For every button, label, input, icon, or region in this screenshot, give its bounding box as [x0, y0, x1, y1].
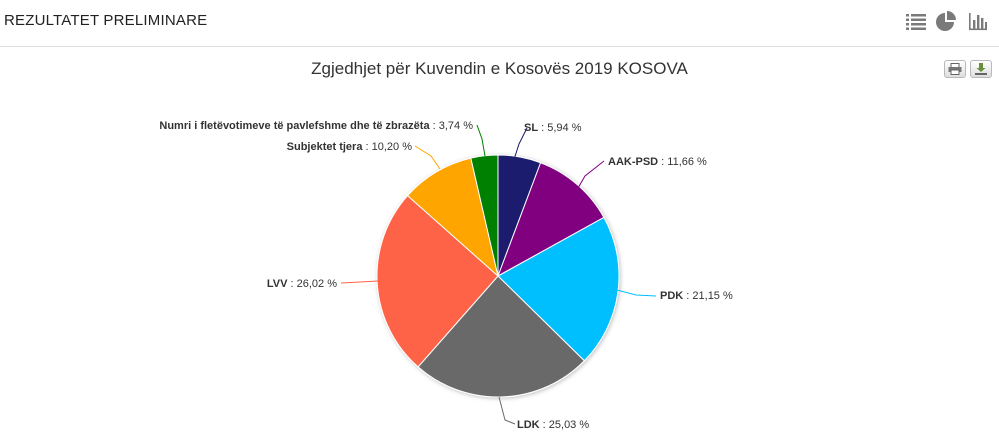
- pie-view-icon[interactable]: [935, 10, 957, 32]
- chart-title: Zgjedhjet për Kuvendin e Kosovës 2019 KO…: [311, 59, 688, 78]
- pie-slices: [376, 154, 620, 398]
- connector-line-0: [509, 127, 528, 173]
- data-label-6: Numri i fletëvotimeve të pavlefshme dhe …: [159, 120, 473, 132]
- connector-line-2: [616, 289, 657, 297]
- pie-slice-2[interactable]: [497, 216, 620, 362]
- connector-line-4: [340, 280, 379, 284]
- data-label-2: PDK : 21,15 %: [660, 290, 733, 302]
- connector-line-1: [570, 160, 605, 201]
- page-title: REZULTATET PRELIMINARE: [4, 12, 208, 29]
- download-button[interactable]: [970, 60, 992, 78]
- pie-slice-5[interactable]: [406, 157, 499, 278]
- connector-line-6: [476, 124, 486, 157]
- data-label-4: LVV : 26,02 %: [267, 278, 337, 290]
- list-view-icon[interactable]: [905, 10, 927, 32]
- data-label-5: Subjektet tjera : 10,20 %: [287, 141, 413, 153]
- bar-view-icon[interactable]: [967, 10, 989, 32]
- pie-slice-4[interactable]: [376, 194, 499, 368]
- data-label-3: LDK : 25,03 %: [517, 419, 589, 431]
- data-label-0: SL : 5,94 %: [524, 122, 582, 134]
- download-icon: [975, 63, 987, 75]
- pie-slice-1[interactable]: [497, 162, 605, 278]
- connector-line-3: [498, 396, 516, 425]
- pie-slice-3[interactable]: [417, 275, 586, 398]
- print-icon: [948, 63, 962, 75]
- connector-line-5: [414, 145, 441, 170]
- pie-slice-6[interactable]: [470, 154, 499, 277]
- top-bar: REZULTATET PRELIMINARE: [0, 0, 999, 47]
- data-label-1: AAK-PSD : 11,66 %: [608, 156, 707, 168]
- print-button[interactable]: [944, 60, 966, 78]
